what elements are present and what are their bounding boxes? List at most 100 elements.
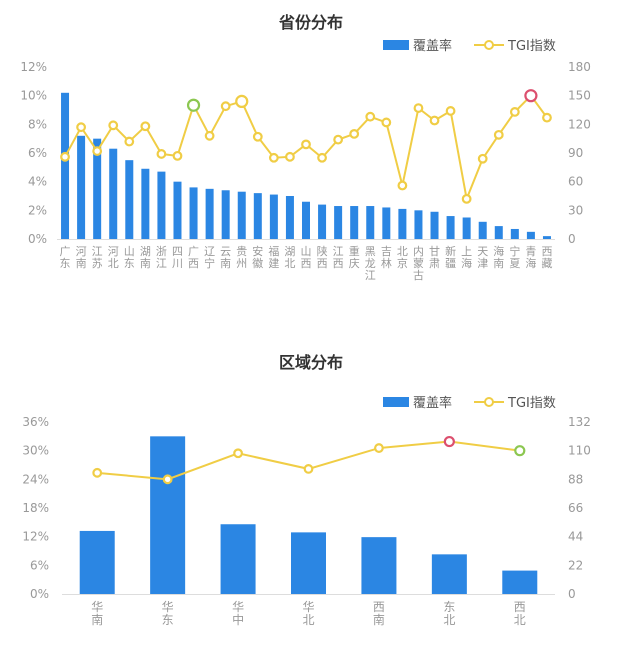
x-tick-label: 河北	[108, 245, 119, 270]
x-tick-label: 新疆	[445, 244, 456, 270]
tgi-point	[76, 122, 86, 133]
y-left-tick-label: 10%	[20, 89, 47, 103]
tgi-point	[397, 180, 408, 191]
tgi-point-highlight	[514, 445, 526, 457]
bar	[398, 208, 407, 239]
x-tick-label: 四川	[172, 245, 183, 270]
x-tick-label: 宁夏	[509, 244, 520, 270]
bar	[291, 532, 326, 594]
y-right-tick-label: 132	[568, 415, 591, 429]
tgi-point	[542, 112, 552, 123]
bar	[109, 148, 118, 239]
y-right-tick-label: 30	[568, 203, 583, 217]
x-tick-label: 贵州	[236, 245, 247, 270]
bar	[220, 524, 256, 594]
tgi-point	[477, 153, 488, 164]
bar	[430, 211, 439, 239]
tgi-point	[233, 448, 243, 459]
x-tick-label: 华东	[162, 600, 174, 627]
bar	[269, 194, 278, 239]
bar	[318, 204, 327, 239]
tgi-point	[333, 134, 344, 145]
legend-bar-label: 覆盖率	[413, 395, 452, 411]
y-right-tick-label: 66	[568, 501, 583, 515]
bar	[526, 231, 535, 239]
bar	[502, 570, 538, 594]
x-tick-label: 辽宁	[204, 245, 215, 270]
tgi-point	[108, 120, 119, 131]
legend-line-marker	[484, 397, 494, 407]
legend-line-label: TGI指数	[507, 39, 556, 54]
y-right-tick-label: 90	[568, 146, 583, 160]
x-tick-label: 天津	[477, 245, 488, 270]
tgi-point-highlight	[443, 435, 455, 448]
bar	[431, 554, 467, 594]
x-tick-label: 吉林	[381, 245, 392, 270]
bar	[462, 217, 471, 239]
x-tick-label: 山东	[124, 245, 135, 270]
tgi-point	[303, 464, 314, 474]
bar	[150, 436, 186, 594]
tgi-point-highlight	[524, 89, 538, 103]
x-tick-label: 华北	[302, 600, 314, 627]
bar	[414, 210, 423, 239]
tgi-point	[509, 107, 520, 117]
x-tick-label: 西藏	[541, 245, 552, 270]
bar	[361, 537, 397, 594]
x-tick-label: 浙江	[156, 245, 167, 270]
y-left-tick-label: 36%	[22, 415, 49, 429]
tgi-point	[92, 467, 103, 478]
x-tick-label: 湖北	[284, 245, 295, 270]
x-tick-label: 福建	[268, 244, 279, 270]
legend-bar-swatch	[383, 397, 409, 407]
x-tick-label: 海南	[493, 244, 504, 270]
tgi-point	[301, 139, 311, 150]
y-right-tick-label: 22	[568, 558, 583, 572]
tgi-point	[374, 443, 384, 453]
x-tick-label: 华南	[91, 600, 103, 627]
x-tick-label: 广西	[188, 245, 199, 270]
y-left-tick-label: 0%	[28, 232, 47, 246]
tgi-point	[493, 129, 504, 140]
bar	[334, 206, 343, 239]
x-tick-label: 陕西	[317, 244, 328, 270]
bar	[205, 188, 214, 239]
tgi-point	[445, 106, 456, 116]
x-tick-label: 重庆	[349, 244, 360, 270]
bar	[446, 216, 455, 239]
y-right-tick-label: 110	[568, 444, 591, 458]
bar	[237, 191, 246, 239]
bar	[125, 160, 134, 239]
y-right-tick-label: 88	[568, 472, 583, 486]
x-tick-label: 江苏	[92, 245, 103, 270]
y-right-tick-label: 60	[568, 175, 583, 189]
bar	[141, 168, 150, 239]
bar	[61, 92, 70, 239]
tgi-point	[413, 103, 424, 113]
bar	[189, 187, 198, 239]
y-left-tick-label: 2%	[28, 203, 47, 217]
legend-line-marker	[484, 40, 494, 50]
bar	[302, 201, 310, 239]
tgi-point	[92, 146, 103, 156]
x-tick-label: 内蒙古	[413, 244, 424, 282]
y-right-tick-label: 180	[568, 60, 591, 74]
tgi-point	[381, 117, 392, 128]
bar	[157, 171, 166, 239]
tgi-point	[60, 151, 70, 162]
y-left-tick-label: 0%	[30, 587, 49, 601]
x-tick-label: 青海	[525, 245, 536, 270]
y-right-tick-label: 150	[568, 89, 591, 103]
x-tick-label: 河南	[76, 245, 87, 270]
tgi-point	[317, 152, 327, 163]
tgi-point	[156, 149, 167, 159]
y-right-tick-label: 0	[568, 232, 576, 246]
legend-bar-label: 覆盖率	[413, 38, 452, 54]
tgi-point-highlight	[235, 94, 249, 109]
y-right-tick-label: 0	[568, 587, 576, 601]
y-left-tick-label: 6%	[28, 146, 47, 160]
bar	[173, 181, 182, 239]
x-tick-label: 黑龙江	[365, 245, 376, 282]
